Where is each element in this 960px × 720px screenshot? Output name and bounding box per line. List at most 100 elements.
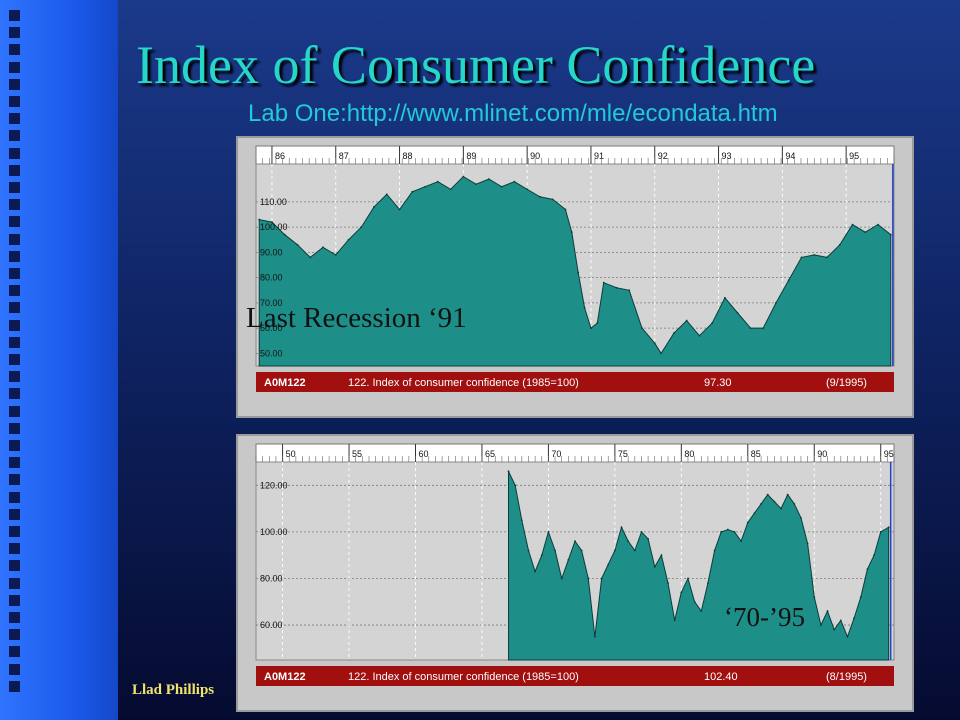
source-link[interactable]: Lab One:http://www.mlinet.com/mle/econda… bbox=[248, 100, 778, 127]
data-point bbox=[673, 619, 676, 622]
decorative-square bbox=[9, 216, 20, 228]
data-point bbox=[680, 591, 683, 594]
data-point bbox=[334, 254, 337, 256]
decorative-square bbox=[9, 371, 20, 383]
x-tick-label: 85 bbox=[751, 449, 761, 459]
y-tick-label: 80.00 bbox=[260, 573, 283, 583]
decorative-square bbox=[9, 27, 20, 39]
data-point bbox=[258, 218, 261, 221]
chart-window-bottom: 50 55 60 65 70 75 80 85 90 95 120.00 100.00 80.00 60… bbox=[236, 434, 914, 712]
x-tick-label: 91 bbox=[594, 151, 604, 161]
data-point bbox=[653, 342, 656, 345]
data-point bbox=[424, 185, 426, 188]
series-title: 122. Index of consumer confidence (1985=… bbox=[348, 377, 579, 389]
y-tick-label: 50.00 bbox=[260, 348, 283, 358]
data-point bbox=[615, 286, 618, 289]
data-point bbox=[640, 530, 643, 533]
decorative-square bbox=[9, 164, 20, 176]
y-tick-label: 90.00 bbox=[260, 247, 283, 257]
data-point bbox=[633, 549, 636, 552]
data-point bbox=[853, 617, 856, 619]
decorative-square bbox=[9, 474, 20, 486]
data-point bbox=[507, 470, 510, 473]
data-point bbox=[693, 600, 696, 603]
data-point bbox=[726, 528, 729, 531]
data-point bbox=[687, 577, 689, 580]
data-point bbox=[787, 279, 790, 282]
data-point bbox=[347, 238, 350, 241]
data-point bbox=[713, 549, 716, 552]
last-value: 97.30 bbox=[704, 377, 732, 389]
data-point bbox=[436, 180, 439, 183]
data-point bbox=[628, 289, 631, 292]
x-tick-label: 95 bbox=[849, 151, 859, 161]
data-point bbox=[322, 246, 324, 249]
decorative-square bbox=[9, 388, 20, 400]
data-point bbox=[667, 582, 669, 585]
data-point bbox=[487, 178, 490, 181]
data-point bbox=[887, 526, 890, 529]
data-point bbox=[527, 549, 530, 552]
x-tick-label: 80 bbox=[684, 449, 694, 459]
data-point bbox=[540, 554, 543, 557]
data-point bbox=[786, 493, 789, 496]
decorative-square bbox=[9, 336, 20, 348]
decorative-square bbox=[9, 405, 20, 417]
data-point bbox=[749, 327, 752, 330]
data-point bbox=[780, 507, 782, 510]
last-date: (8/1995) bbox=[826, 671, 867, 683]
data-point bbox=[711, 322, 714, 324]
data-point bbox=[513, 180, 516, 183]
decorative-square bbox=[9, 130, 20, 142]
data-point bbox=[762, 327, 765, 330]
y-tick-label: 60.00 bbox=[260, 620, 283, 630]
status-bar bbox=[256, 372, 894, 392]
decorative-square bbox=[9, 302, 20, 314]
data-point bbox=[760, 503, 762, 505]
data-point bbox=[500, 185, 503, 188]
data-point bbox=[879, 530, 882, 533]
data-point bbox=[583, 307, 586, 309]
data-point bbox=[660, 554, 663, 557]
data-point bbox=[766, 493, 769, 496]
data-point bbox=[580, 549, 583, 552]
decorative-square bbox=[9, 113, 20, 125]
x-tick-label: 87 bbox=[339, 151, 349, 161]
data-point bbox=[574, 540, 576, 543]
data-point bbox=[806, 542, 809, 545]
x-tick-label: 86 bbox=[275, 151, 285, 161]
decorative-square bbox=[9, 147, 20, 159]
data-point bbox=[594, 635, 596, 638]
x-tick-label: 65 bbox=[485, 449, 495, 459]
x-tick-label: 89 bbox=[466, 151, 476, 161]
data-point bbox=[596, 322, 599, 324]
data-point bbox=[534, 570, 537, 573]
x-tick-label: 75 bbox=[618, 449, 628, 459]
series-title: 122. Index of consumer confidence (1985=… bbox=[348, 671, 579, 683]
last-date: (9/1995) bbox=[826, 377, 867, 389]
data-point bbox=[846, 635, 849, 638]
data-point bbox=[733, 530, 736, 533]
data-point bbox=[873, 554, 875, 557]
data-point bbox=[773, 500, 776, 503]
data-point bbox=[839, 619, 842, 622]
data-point bbox=[587, 577, 590, 580]
x-tick-label: 60 bbox=[419, 449, 429, 459]
x-tick-label: 50 bbox=[286, 449, 296, 459]
chart-top-svg: 86 87 88 89 90 91 92 93 94 95 110.00 100.00 90.00 80… bbox=[238, 138, 912, 416]
data-point bbox=[775, 301, 777, 304]
status-bar bbox=[256, 666, 894, 686]
data-point bbox=[851, 223, 854, 226]
chart-window-top: 86 87 88 89 90 91 92 93 94 95 110.00 100.00 90.00 80… bbox=[236, 136, 914, 418]
data-point bbox=[889, 233, 892, 236]
x-tick-label: 90 bbox=[817, 449, 827, 459]
data-point bbox=[819, 624, 822, 626]
decorative-square bbox=[9, 663, 20, 675]
data-point bbox=[600, 577, 603, 580]
y-tick-label: 70.00 bbox=[260, 298, 283, 308]
y-tick-label: 100.00 bbox=[260, 527, 288, 537]
data-point bbox=[800, 517, 802, 519]
decorative-square bbox=[9, 61, 20, 73]
data-point bbox=[462, 175, 465, 178]
data-point bbox=[283, 233, 286, 236]
